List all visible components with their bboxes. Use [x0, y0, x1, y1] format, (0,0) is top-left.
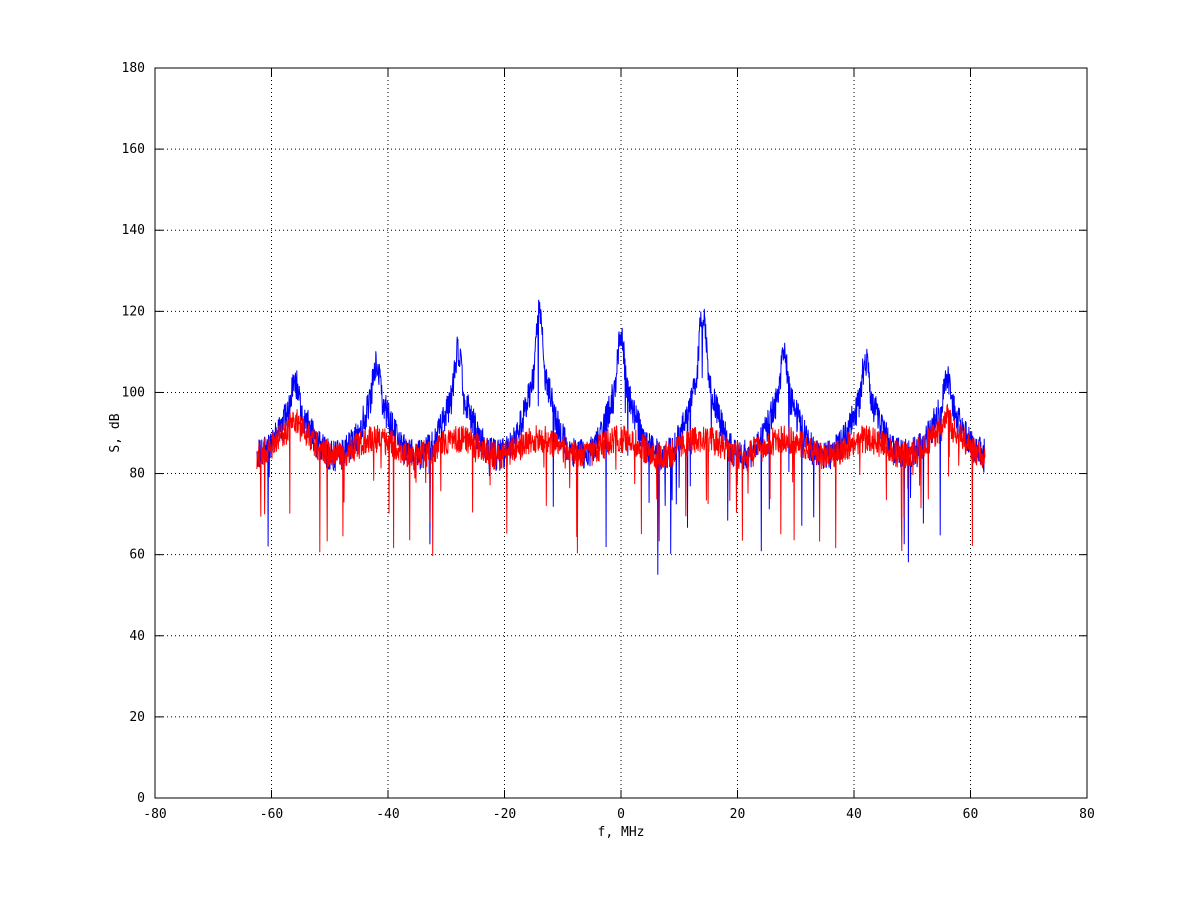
- y-tick-label: 0: [137, 791, 145, 806]
- series: [256, 299, 986, 575]
- x-tick-label: -20: [493, 807, 516, 822]
- tick-labels: -80 -60 -40 -20 0 20 40 60 80 0 20 40 60 80 100 120 140 1…: [122, 61, 1095, 822]
- x-tick-label: 20: [730, 807, 746, 822]
- y-tick-label: 140: [122, 223, 145, 238]
- x-tick-label: 0: [617, 807, 625, 822]
- x-tick-label: -40: [376, 807, 399, 822]
- y-tick-label: 60: [129, 548, 145, 563]
- x-tick-label: 60: [963, 807, 979, 822]
- y-tick-label: 160: [122, 142, 145, 157]
- y-tick-label: 100: [122, 385, 145, 400]
- x-tick-label: 40: [846, 807, 862, 822]
- series-signal-spectrum: [256, 299, 986, 575]
- y-tick-label: 80: [129, 467, 145, 482]
- y-axis-label: S, dB: [108, 413, 123, 452]
- axes: [154, 67, 1088, 799]
- x-axis-label: f, MHz: [598, 825, 645, 840]
- x-tick-label: -80: [143, 807, 166, 822]
- y-tick-label: 120: [122, 304, 145, 319]
- x-tick-label: 80: [1079, 807, 1095, 822]
- y-tick-label: 40: [129, 629, 145, 644]
- y-tick-label: 180: [122, 61, 145, 76]
- series-noise-spectrum: [256, 403, 986, 557]
- y-tick-label: 20: [129, 710, 145, 725]
- x-tick-label: -60: [260, 807, 283, 822]
